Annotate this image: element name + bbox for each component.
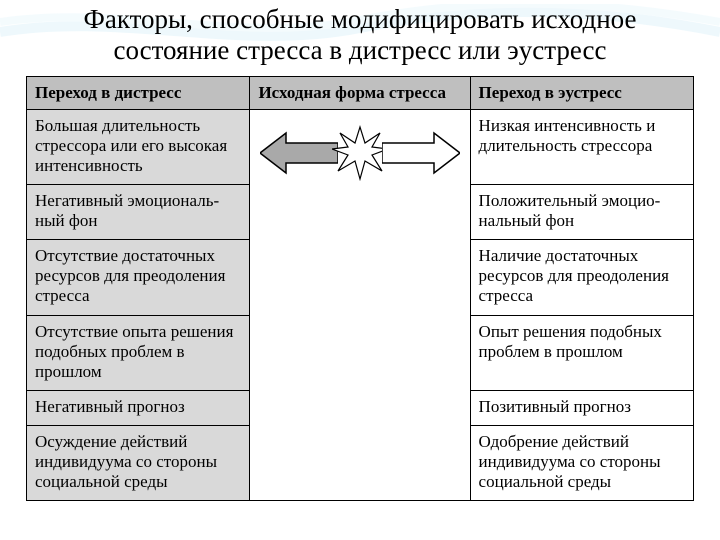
eustress-cell: Положительный эмоцио- нальный фон: [470, 185, 693, 240]
arrow-left-icon: [260, 129, 338, 177]
eustress-cell: Низкая интенсивность и длительность стре…: [470, 110, 693, 185]
table-row: Большая длительность стрессора или его в…: [27, 110, 694, 185]
distress-cell: Большая длительность стрессора или его в…: [27, 110, 250, 185]
arrow-right-icon: [382, 129, 460, 177]
eustress-cell: Наличие достаточных ресурсов для преодол…: [470, 240, 693, 315]
diagram-cell: [250, 110, 470, 501]
eustress-cell: Позитивный прогноз: [470, 390, 693, 425]
header-distress: Переход в дистресс: [27, 77, 250, 110]
eustress-cell: Одобрение действий индивидуума со сторон…: [470, 425, 693, 500]
distress-cell: Отсутствие достаточных ресурсов для прео…: [27, 240, 250, 315]
factors-table: Переход в дистресс Исходная форма стресс…: [26, 76, 694, 501]
factors-table-wrapper: Переход в дистресс Исходная форма стресс…: [0, 76, 720, 501]
header-eustress: Переход в эустресс: [470, 77, 693, 110]
distress-cell: Негативный прогноз: [27, 390, 250, 425]
arrows-diagram: [250, 118, 469, 188]
distress-cell: Осуждение действий индивидуума со сторон…: [27, 425, 250, 500]
header-initial: Исходная форма стресса: [250, 77, 470, 110]
burst-icon: [332, 125, 388, 181]
distress-cell: Негативный эмоциональ- ный фон: [27, 185, 250, 240]
slide-title: Факторы, способные модифицировать исходн…: [0, 0, 720, 76]
table-header-row: Переход в дистресс Исходная форма стресс…: [27, 77, 694, 110]
eustress-cell: Опыт решения подобных проблем в прошлом: [470, 315, 693, 390]
distress-cell: Отсутствие опыта решения подобных пробле…: [27, 315, 250, 390]
